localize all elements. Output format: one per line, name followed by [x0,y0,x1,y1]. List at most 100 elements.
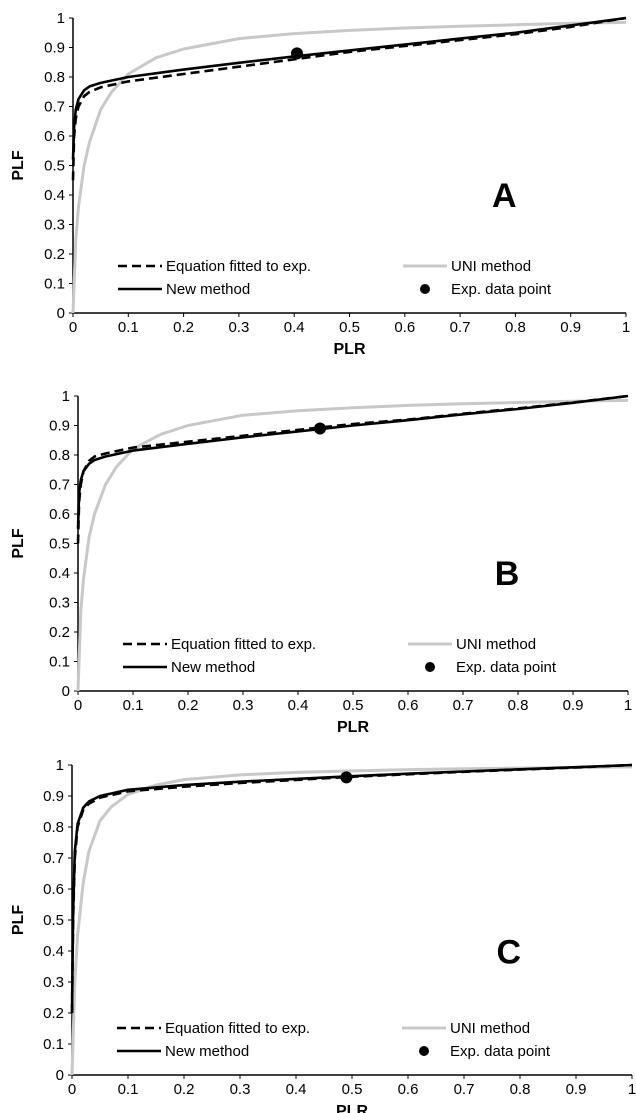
legend-label: New method [165,1043,249,1060]
y-tick-label: 0.4 [44,187,65,204]
y-tick-label: 0.3 [49,595,70,612]
y-tick-label: 1 [57,10,65,27]
chart-b-svg: 0 0.1 0.2 0.3 0.4 0.5 0.6 0.7 0.8 0.9 1 0 0.1 0.2 0.3 0… [10,388,632,736]
series-line [70,765,633,1076]
x-tick-label: 0.7 [450,319,471,336]
y-tick-label: 0.4 [49,565,70,582]
y-tick-label: 0.2 [44,246,65,263]
x-tick-label: 0.1 [123,697,144,714]
x-tick-label: 0 [74,697,82,714]
x-tick-label: 0.3 [233,697,254,714]
legend-label: New method [171,659,255,676]
series-line [76,394,629,544]
legend-label: Exp. data point [450,1043,551,1060]
x-tick-label: 0.2 [178,697,199,714]
series-line [70,763,633,1014]
x-tick-label: 0.6 [398,1081,419,1098]
legend-label: UNI method [456,636,536,653]
legend-marker [425,662,435,672]
x-tick-label: 0.8 [510,1081,531,1098]
y-tick-label: 0.1 [43,1036,64,1053]
y-tick-label: 0.8 [43,819,64,836]
x-tick-label: 0.4 [286,1081,307,1098]
y-tick-label: 0.5 [49,536,70,553]
y-tick-label: 0.3 [43,974,64,991]
x-tick-label: 0.9 [560,319,581,336]
y-tick-label: 0.1 [49,654,70,671]
x-tick-label: 0.2 [173,319,194,336]
y-tick-label: 0.2 [49,624,70,641]
y-tick-label: 0.7 [49,477,70,494]
legend-label: Exp. data point [451,281,552,298]
panel-label: B [495,555,520,593]
legend-label: Equation fitted to exp. [171,636,316,653]
x-tick-label: 0.5 [343,697,364,714]
y-tick-label: 0.8 [44,69,65,86]
x-tick-label: 0.1 [118,1081,139,1098]
panel-label: A [492,177,517,215]
y-tick-label: 0.9 [49,418,70,435]
y-tick-label: 0.6 [44,128,65,145]
x-axis-label: PLR [334,341,366,358]
legend-label: Equation fitted to exp. [165,1020,310,1037]
chart-a-svg: 0 0.1 0.2 0.3 0.4 0.5 0.6 0.7 0.8 0.9 1 0 0.1 0.2 0.3 0… [10,10,630,358]
y-tick-label: 0.5 [44,158,65,175]
y-tick-label: 0.4 [43,943,64,960]
y-tick-label: 0 [62,683,70,700]
y-tick-label: 1 [62,388,70,405]
series-line [76,394,629,529]
y-tick-label: 0.7 [43,850,64,867]
legend-label: UNI method [451,258,531,275]
legend-label: UNI method [450,1020,530,1037]
legend-label: New method [166,281,250,298]
x-tick-label: 0 [68,1081,76,1098]
y-tick-label: 0.5 [43,912,64,929]
x-tick-label: 0 [69,319,77,336]
legend-label: Equation fitted to exp. [166,258,311,275]
y-tick-label: 0.6 [43,881,64,898]
x-tick-label: 0.4 [284,319,305,336]
y-tick-label: 0.3 [44,217,65,234]
y-tick-label: 0.9 [43,788,64,805]
x-tick-label: 0.2 [174,1081,195,1098]
x-axis-label: PLR [336,1103,368,1113]
series-line [76,398,629,692]
y-tick-label: 0.9 [44,40,65,57]
x-tick-label: 0.3 [228,319,249,336]
x-tick-label: 0.8 [505,319,526,336]
legend-label: Exp. data point [456,659,557,676]
exp-data-point [314,422,326,435]
x-tick-label: 0.4 [288,697,309,714]
x-tick-label: 0.1 [118,319,139,336]
y-tick-label: 0.6 [49,506,70,523]
x-tick-label: 0.5 [339,319,360,336]
x-tick-label: 1 [624,697,632,714]
y-tick-label: 0.8 [49,447,70,464]
x-tick-label: 0.9 [566,1081,587,1098]
y-axis-label: PLF [10,150,27,180]
chart-panel-b: 0 0.1 0.2 0.3 0.4 0.5 0.6 0.7 0.8 0.9 1 0 0.1 0.2 0.3 0… [0,371,636,742]
panel-label: C [497,933,522,971]
x-tick-label: 0.5 [342,1081,363,1098]
x-tick-label: 0.7 [454,1081,475,1098]
x-tick-label: 0.6 [398,697,419,714]
y-tick-label: 0 [56,1067,64,1084]
x-tick-label: 1 [622,319,630,336]
chart-panel-c: 0 0.1 0.2 0.3 0.4 0.5 0.6 0.7 0.8 0.9 1 0 0.1 0.2 0.3 0… [0,742,636,1113]
legend-marker [419,1046,429,1056]
chart-panel-a: 0 0.1 0.2 0.3 0.4 0.5 0.6 0.7 0.8 0.9 1 0 0.1 0.2 0.3 0… [0,0,636,371]
series-line [71,20,627,314]
y-tick-label: 0.2 [43,1005,64,1022]
x-axis-label: PLR [337,719,369,736]
exp-data-point [340,771,353,784]
series-line [71,16,627,160]
series-line [70,763,633,1014]
y-tick-label: 0.7 [44,99,65,116]
x-tick-label: 0.9 [563,697,584,714]
y-tick-label: 0.1 [44,276,65,293]
x-tick-label: 1 [628,1081,636,1098]
y-axis-label: PLF [10,905,27,935]
series-line [71,16,627,181]
y-tick-label: 1 [56,757,64,774]
